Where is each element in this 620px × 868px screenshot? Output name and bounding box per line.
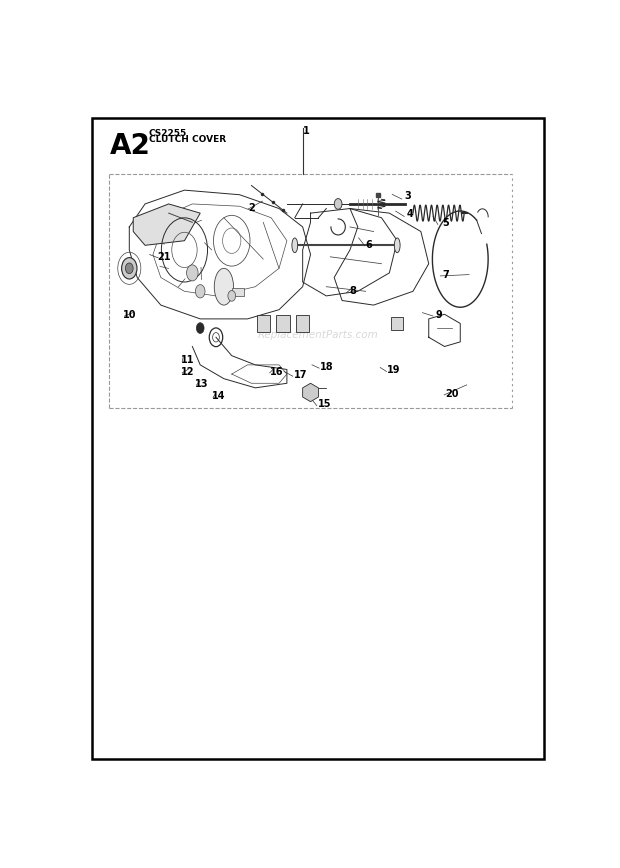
Text: 13: 13: [195, 378, 209, 389]
Text: CLUTCH COVER: CLUTCH COVER: [149, 135, 226, 144]
Text: 7: 7: [443, 270, 450, 279]
Text: 2: 2: [248, 203, 255, 213]
Text: 19: 19: [388, 365, 401, 375]
Text: 9: 9: [435, 310, 442, 319]
Text: 4: 4: [407, 209, 414, 220]
Text: 10: 10: [123, 310, 136, 319]
Text: 5: 5: [443, 218, 450, 228]
Bar: [277, 315, 290, 332]
Text: 8: 8: [349, 286, 356, 296]
Bar: [296, 315, 309, 332]
Text: 20: 20: [445, 389, 459, 398]
Text: 11: 11: [181, 355, 194, 365]
Text: 18: 18: [320, 362, 334, 372]
Text: 1: 1: [303, 126, 310, 136]
Text: 21: 21: [157, 252, 171, 261]
Bar: [391, 317, 403, 330]
Ellipse shape: [215, 268, 234, 305]
Text: A2: A2: [110, 132, 151, 161]
Circle shape: [228, 291, 236, 301]
Bar: [232, 288, 244, 296]
Text: CS2255: CS2255: [149, 128, 187, 138]
Text: 16: 16: [270, 366, 283, 377]
Polygon shape: [303, 384, 319, 402]
Circle shape: [125, 263, 133, 273]
Circle shape: [197, 323, 204, 333]
Text: 3: 3: [404, 191, 411, 201]
Ellipse shape: [292, 238, 298, 253]
Text: 17: 17: [294, 370, 308, 380]
Ellipse shape: [394, 238, 400, 253]
Circle shape: [122, 258, 137, 279]
Polygon shape: [133, 204, 200, 246]
Circle shape: [187, 265, 198, 281]
Text: 14: 14: [212, 391, 226, 401]
Bar: [257, 315, 270, 332]
Text: 6: 6: [366, 240, 373, 249]
Text: 12: 12: [181, 366, 194, 377]
Text: ReplacementParts.com: ReplacementParts.com: [257, 330, 378, 339]
Text: 15: 15: [317, 398, 331, 409]
Circle shape: [195, 285, 205, 298]
Circle shape: [334, 199, 342, 209]
